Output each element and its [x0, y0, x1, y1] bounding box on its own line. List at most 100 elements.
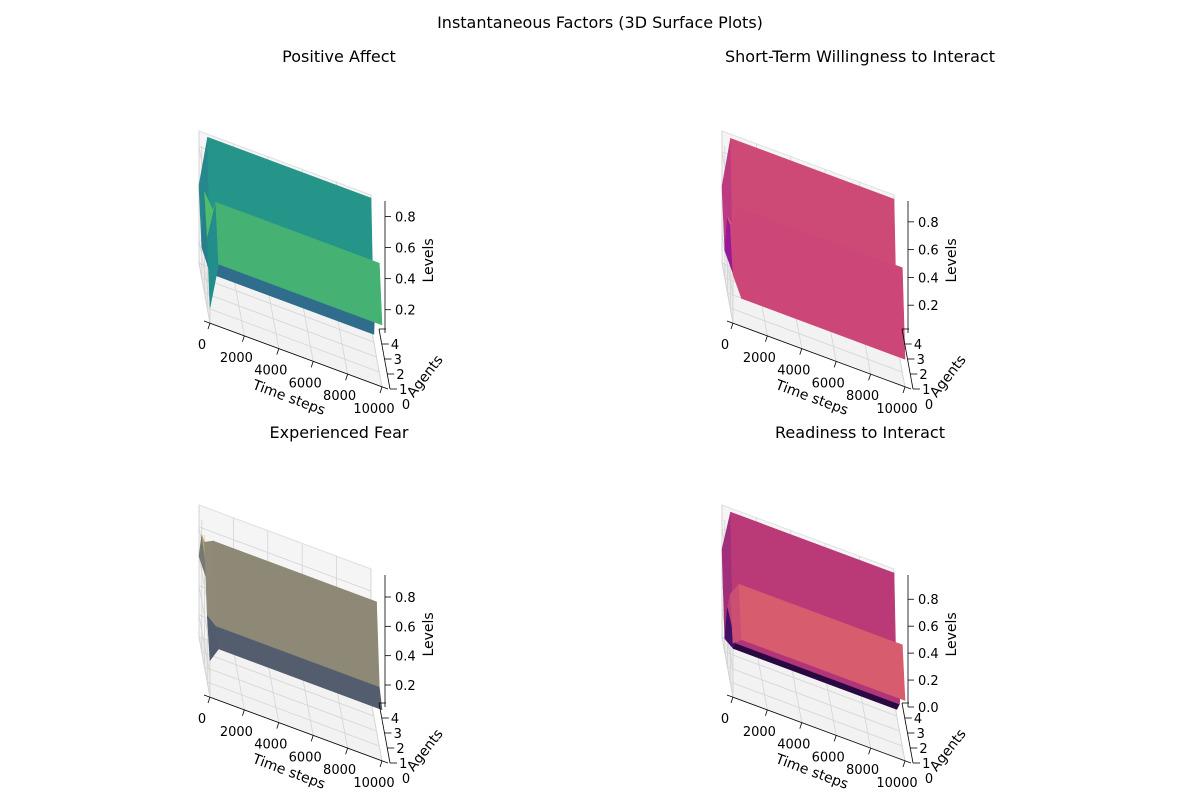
surface-patch — [215, 626, 383, 711]
z-tick-label: 0.8 — [918, 593, 939, 608]
z-axis-label: Levels — [421, 612, 437, 656]
x-tick-label: 4000 — [777, 738, 810, 753]
z-tick-label: 0.6 — [918, 620, 939, 635]
y-tick-label: 0 — [402, 772, 410, 787]
x-tick-mark — [765, 709, 768, 716]
x-tick-label: 10000 — [353, 402, 394, 417]
y-tick-label: 1 — [922, 383, 930, 398]
y-tick-label: 2 — [919, 742, 927, 757]
figure-suptitle: Instantaneous Factors (3D Surface Plots) — [437, 13, 763, 32]
z-tick-label: 0.4 — [918, 647, 939, 662]
x-tick-mark — [242, 335, 245, 342]
y-tick-label: 1 — [399, 383, 407, 398]
z-tick-label: 0.0 — [918, 701, 939, 716]
z-tick-label: 0.6 — [395, 620, 416, 635]
x-tick-label: 4000 — [254, 738, 287, 753]
x-tick-mark — [730, 322, 734, 330]
z-tick-label: 0.6 — [918, 244, 939, 259]
y-tick-label: 3 — [917, 353, 925, 368]
x-tick-mark — [345, 374, 348, 381]
z-axis-label: Levels — [944, 612, 960, 656]
z-tick-label: 0.8 — [918, 216, 939, 231]
x-tick-label: 6000 — [812, 750, 845, 765]
y-tick-label: 0 — [925, 398, 933, 413]
x-tick-label: 8000 — [846, 389, 879, 404]
x-tick-mark — [345, 748, 348, 755]
z-axis-label: Levels — [944, 238, 960, 282]
x-tick-mark — [276, 348, 280, 355]
z-tick-label: 0.4 — [395, 650, 416, 665]
z-tick-label: 0.8 — [395, 211, 416, 226]
surface-patch — [215, 202, 383, 326]
x-tick-label: 2000 — [743, 351, 776, 366]
x-tick-label: 2000 — [220, 351, 253, 366]
x-tick-mark — [207, 696, 211, 704]
x-tick-label: 2000 — [743, 725, 776, 740]
y-tick-label: 1 — [399, 757, 407, 772]
x-tick-label: 8000 — [323, 389, 356, 404]
z-tick-label: 0.2 — [918, 299, 939, 314]
panel-title: Experienced Fear — [269, 423, 408, 442]
x-axis-line — [726, 694, 912, 764]
x-tick-mark — [207, 322, 211, 330]
x-tick-mark — [379, 386, 383, 394]
z-tick-label: 0.8 — [395, 591, 416, 606]
x-tick-label: 0 — [198, 338, 206, 353]
x-tick-label: 6000 — [812, 376, 845, 391]
z-tick-label: 0.6 — [395, 242, 416, 257]
x-axis-line — [726, 320, 912, 390]
x-tick-mark — [868, 374, 871, 381]
x-tick-label: 0 — [721, 712, 729, 727]
panel-title: Readiness to Interact — [775, 423, 945, 442]
panel-title: Short-Term Willingness to Interact — [725, 47, 995, 66]
x-tick-mark — [868, 748, 871, 755]
y-tick-label: 0 — [402, 398, 410, 413]
x-tick-label: 2000 — [220, 725, 253, 740]
x-tick-label: 6000 — [289, 376, 322, 391]
x-tick-label: 6000 — [289, 750, 322, 765]
y-tick-label: 0 — [925, 772, 933, 787]
x-tick-mark — [799, 348, 803, 355]
x-tick-mark — [379, 760, 383, 768]
x-tick-label: 10000 — [353, 776, 394, 791]
x-tick-mark — [730, 696, 734, 704]
x-tick-label: 8000 — [323, 763, 356, 778]
panel-title: Positive Affect — [282, 47, 396, 66]
x-tick-mark — [902, 760, 906, 768]
y-tick-label: 1 — [922, 757, 930, 772]
y-tick-label: 3 — [394, 727, 402, 742]
y-tick-label: 4 — [391, 338, 399, 353]
z-tick-label: 0.2 — [395, 304, 416, 319]
x-axis-line — [203, 694, 389, 764]
z-tick-label: 0.4 — [395, 273, 416, 288]
x-tick-mark — [765, 335, 768, 342]
y-axis-label: Agents — [927, 352, 970, 400]
y-tick-label: 3 — [394, 353, 402, 368]
grid-line-y — [204, 535, 377, 732]
x-tick-mark — [276, 722, 280, 729]
z-tick-label: 0.2 — [918, 674, 939, 689]
z-tick-label: 0.4 — [918, 271, 939, 286]
z-axis-label: Levels — [421, 238, 437, 282]
x-tick-mark — [902, 386, 906, 394]
x-tick-label: 10000 — [876, 776, 917, 791]
y-tick-label: 2 — [919, 368, 927, 383]
x-tick-label: 0 — [198, 712, 206, 727]
y-tick-label: 3 — [917, 727, 925, 742]
y-axis-label: Agents — [404, 352, 447, 400]
x-tick-label: 8000 — [846, 763, 879, 778]
y-tick-label: 4 — [391, 712, 399, 727]
x-tick-label: 10000 — [876, 402, 917, 417]
x-tick-mark — [799, 722, 803, 729]
y-tick-label: 4 — [914, 338, 922, 353]
y-axis-label: Agents — [404, 726, 447, 774]
x-tick-mark — [833, 735, 837, 742]
surface-patch — [738, 206, 906, 360]
x-tick-mark — [833, 361, 837, 368]
y-tick-label: 2 — [396, 742, 404, 757]
surface-patch — [738, 583, 906, 701]
